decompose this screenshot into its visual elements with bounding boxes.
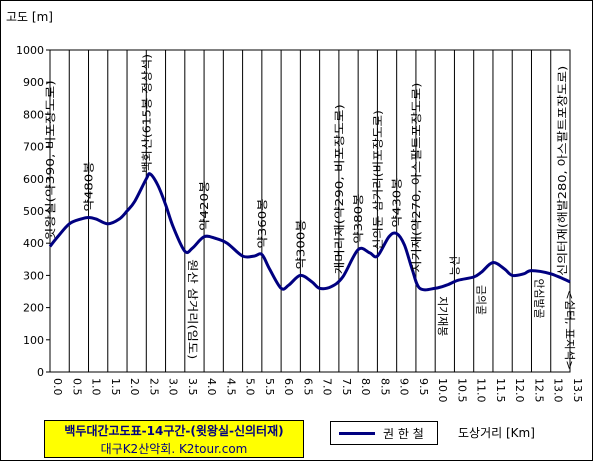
annotation-above: 신의둔 삼거리(비포장도로) [371,110,384,250]
x-tick-label: 3.5 [186,378,199,396]
x-tick-label: 2.5 [147,378,160,396]
x-tick-label: 11.0 [475,378,488,403]
y-tick-label: 1000 [16,44,44,57]
annotation-above: 약380봉 [351,194,365,244]
annotation-below: <쉼터, 표지석> [563,290,576,370]
x-tick-label: 7.5 [340,378,353,396]
y-tick-label: 300 [23,269,44,282]
annotation-above: 지기재(약270, 아스팔트포장도로) [409,83,423,273]
annotation-above: 약430봉 [390,178,404,228]
x-tick-label: 3.0 [167,378,180,396]
annotation-above: 신의터재(해발280, 아스팔트포장도로) [555,66,569,276]
legend-swatch [339,432,375,435]
x-tick-label: 11.5 [494,378,507,403]
annotation-above: 약300봉 [293,219,307,269]
annotation-above: 약360봉 [255,198,269,248]
annotation-above: 윗왕실(약390, 비포장도로) [43,80,57,240]
annotation-above: 약420봉 [197,181,211,231]
annotation-above: 약480봉 [82,161,96,211]
x-tick-label: 4.0 [205,378,218,396]
x-tick-label: 1.0 [90,378,103,396]
x-tick-label: 13.5 [571,378,584,403]
annotation-below: 금의골 [475,285,488,315]
x-tick-label: 0.5 [70,378,83,396]
x-tick-label: 8.5 [378,378,391,396]
x-tick-label: 9.0 [398,378,411,396]
x-tick-label: 0.0 [51,378,64,396]
annotation-below: 원산 삼거리(임도) [186,259,199,359]
annotation-above: 개머리재(약290, 비포장도로) [332,104,346,274]
x-tick-label: 2.0 [128,378,141,396]
y-tick-label: 500 [23,205,44,218]
chart-title: 백두대간고도표-14구간-(윗왕실-신의터재) [64,424,284,438]
y-tick-label: 0 [37,366,44,379]
x-tick-label: 10.0 [436,378,449,403]
x-tick-label: 5.0 [244,378,257,396]
series-line [48,172,571,292]
annotation-below: 안심발골 [532,279,545,319]
x-tick-label: 1.5 [109,378,122,396]
x-tick-label: 13.0 [552,378,565,403]
x-tick-label: 7.0 [321,378,334,396]
y-tick-label: 400 [23,237,44,250]
y-axis-label: 고도 [m] [6,10,53,24]
x-tick-label: 6.5 [301,378,314,396]
x-axis-label: 도상거리 [Km] [458,426,535,440]
x-tick-label: 8.0 [359,378,372,396]
x-tick-label: 4.5 [224,378,237,396]
x-tick-label: 10.5 [455,378,468,403]
x-tick-label: 12.5 [532,378,545,403]
annotation-above: 백화산(615봉 정상석) [140,54,153,173]
x-tick-label: 9.5 [417,378,430,396]
y-tick-label: 100 [23,334,44,347]
annotation-above: 능선 [448,256,461,276]
y-tick-label: 800 [23,108,44,121]
x-tick-label: 12.0 [513,378,526,403]
legend-label: 권 한 철 [383,427,424,441]
y-tick-label: 700 [23,141,44,154]
y-tick-label: 600 [23,173,44,186]
x-tick-label: 5.5 [263,378,276,396]
legend: 권 한 철 [330,421,438,445]
title-box: 백두대간고도표-14구간-(윗왕실-신의터재) 대구K2산악회. K2tour.… [44,420,304,458]
chart-subtitle: 대구K2산악회. K2tour.com [100,442,248,456]
y-tick-label: 200 [23,302,44,315]
annotation-below: 지기재봉 [436,296,449,336]
y-tick-label: 900 [23,76,44,89]
x-tick-label: 6.0 [282,378,295,396]
